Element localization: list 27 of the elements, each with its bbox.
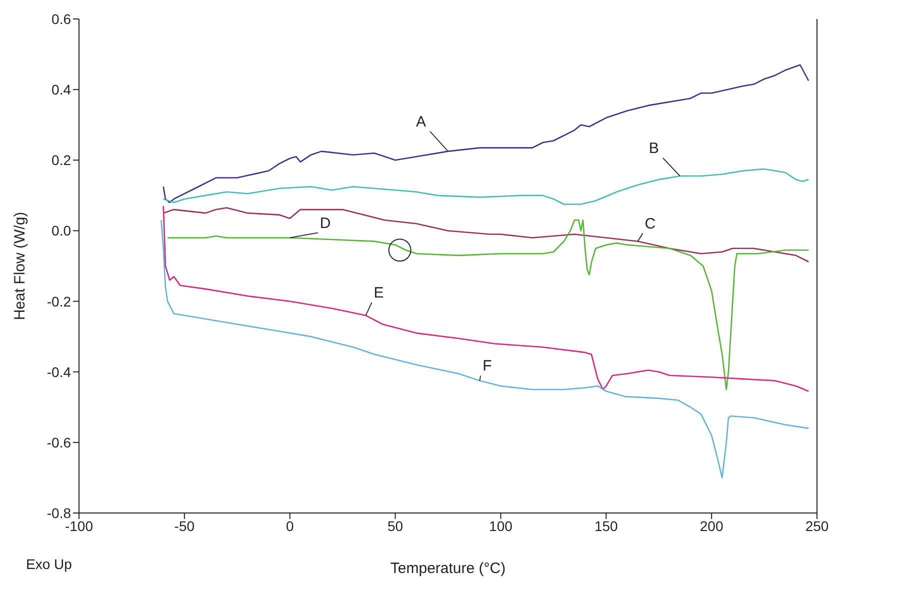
y-tick-label: 0.6 — [52, 10, 72, 27]
x-tick-label: 50 — [387, 518, 404, 534]
x-tick-label: 150 — [594, 518, 618, 534]
line-series — [160, 219, 810, 478]
x-tick-label: 200 — [700, 518, 724, 534]
line-series — [162, 168, 810, 205]
x-tick-label: -50 — [174, 518, 195, 534]
series-label: A — [416, 113, 426, 130]
line-series — [162, 64, 810, 204]
y-axis-title: Heat Flow (W/g) — [11, 212, 28, 320]
series-label: E — [374, 284, 384, 302]
text: Exo Up — [26, 556, 72, 572]
y-tick-label: 0.4 — [52, 82, 72, 98]
line-series — [162, 207, 810, 262]
y-tick-label: 0.2 — [52, 152, 72, 168]
y-tick-label: -0.6 — [46, 434, 72, 450]
y-tick-label: 0.0 — [52, 222, 72, 239]
series-label: F — [482, 358, 492, 375]
x-axis-title: Temperature (°C) — [390, 560, 506, 577]
series-label: D — [320, 214, 331, 232]
y-tick-label: -0.2 — [46, 293, 72, 310]
series-label: B — [648, 140, 659, 158]
x-tick-label: 0 — [286, 518, 294, 534]
series-label: C — [644, 215, 656, 232]
x-tick-label: 100 — [489, 518, 513, 534]
x-tick-label: 250 — [805, 518, 829, 534]
y-tick-label: -0.4 — [46, 364, 72, 380]
